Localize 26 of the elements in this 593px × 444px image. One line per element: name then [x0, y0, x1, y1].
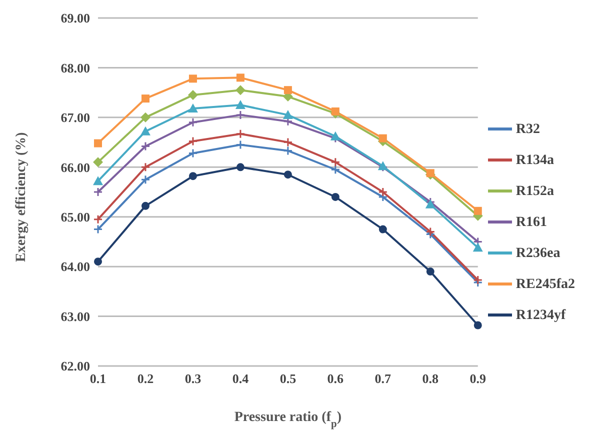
x-tick-label: 0.9	[470, 371, 486, 386]
x-tick-label: 0.6	[327, 371, 344, 386]
legend-label: R152a	[516, 182, 554, 200]
x-tick-label: 0.4	[232, 371, 250, 386]
x-tick-label: 0.3	[184, 371, 202, 386]
legend-label: R236ea	[516, 244, 560, 262]
legend-label: R134a	[516, 152, 554, 170]
y-axis-title: Exergy efficiency (%)	[14, 132, 29, 262]
legend-label: R32	[516, 120, 540, 138]
x-tick-label: 0.2	[137, 371, 154, 386]
legend-label: R1234yf	[516, 306, 566, 324]
y-tick-label: 65.00	[60, 209, 90, 224]
x-axis-title: Pressure ratio (f$_{p}$)	[234, 410, 342, 430]
y-tick-label: 64.00	[60, 259, 90, 274]
y-tick-label: 68.00	[60, 60, 90, 76]
x-tick-label: 0.8	[422, 371, 440, 386]
x-tick-label: 0.7	[374, 371, 392, 386]
y-tick-label: 67.00	[60, 110, 90, 126]
x-tick-label: 0.1	[90, 371, 106, 386]
x-tick-label: 0.5	[280, 371, 297, 386]
y-tick-label: 63.00	[60, 308, 90, 324]
y-tick-label: 62.00	[60, 358, 90, 374]
legend-label: R161	[516, 214, 547, 232]
legend-label: RE245fa2	[516, 276, 575, 294]
y-tick-label: 66.00	[60, 160, 90, 175]
y-tick-label: 69.00	[60, 10, 90, 26]
